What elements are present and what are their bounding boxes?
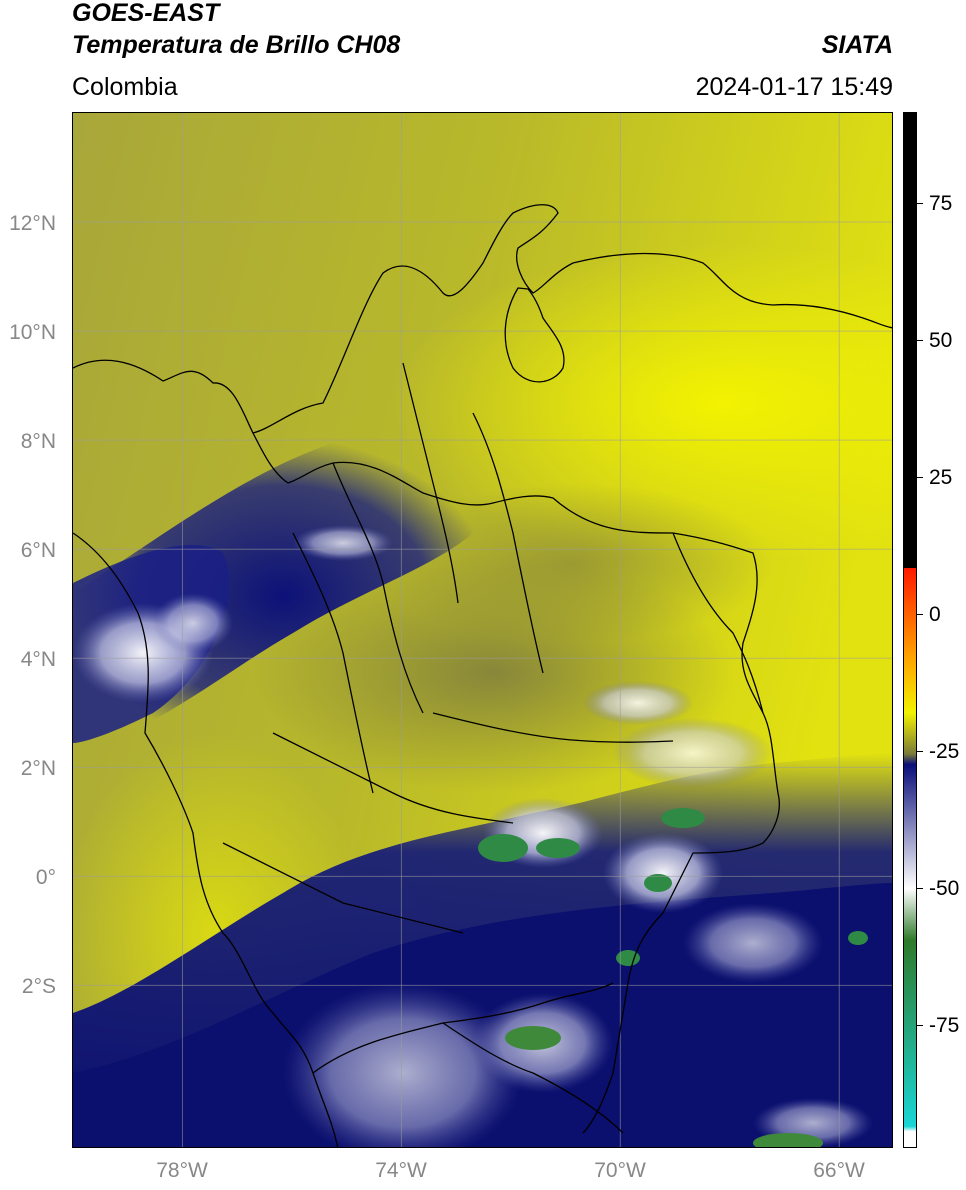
- graticule: [73, 113, 892, 1147]
- cold-top-green-7: [753, 1133, 823, 1147]
- lat-label-10n: 10°N: [9, 321, 56, 344]
- lat-label-0: 0°: [35, 866, 56, 889]
- colorbar-tick-minus25: [917, 751, 923, 752]
- cloud-amazon-3: [613, 718, 773, 788]
- cold-top-green-4: [644, 874, 672, 892]
- cold-top-green-8: [848, 931, 868, 945]
- colorbar-label-0: 0: [929, 603, 941, 626]
- temperature-colorbar: [903, 112, 917, 1148]
- lon-label-70w: 70°W: [594, 1159, 646, 1182]
- cold-top-green-2: [536, 838, 580, 858]
- cold-top-green-3: [661, 808, 705, 828]
- satellite-map[interactable]: [72, 112, 893, 1148]
- colorbar-tick-25: [917, 477, 923, 478]
- colombia-border: [252, 432, 780, 1134]
- venezuela-brazil-border: [672, 532, 764, 714]
- cloud-amazon-2: [603, 833, 723, 913]
- dept-border-7: [222, 842, 464, 934]
- cold-top-green-6: [505, 1026, 561, 1050]
- lake-maracaibo: [504, 287, 565, 383]
- lat-label-6n: 6°N: [20, 539, 56, 562]
- lat-label-2n: 2°N: [20, 757, 56, 780]
- cloud-south-1: [283, 983, 523, 1147]
- colorbar-tick-0: [917, 614, 923, 615]
- pacific-coast: [73, 532, 339, 1147]
- region-subtitle: Colombia: [72, 73, 178, 101]
- satellite-map-canvas: [73, 113, 892, 1147]
- lat-label-8n: 8°N: [20, 430, 56, 453]
- colorbar-tick-50: [917, 340, 923, 341]
- lat-label-2s: 2°S: [21, 975, 56, 998]
- cloud-orinoco: [583, 681, 693, 725]
- dept-border-5: [432, 712, 674, 743]
- warm-region: [393, 243, 892, 563]
- colorbar-label-50: 50: [929, 329, 953, 352]
- lat-label-12n: 12°N: [9, 212, 56, 235]
- lon-label-74w: 74°W: [375, 1159, 427, 1182]
- caribbean-coast: [73, 204, 892, 434]
- brand-label: SIATA: [821, 31, 893, 59]
- cold-top-green-5: [616, 950, 640, 966]
- colorbar-tick-75: [917, 203, 923, 204]
- dept-border-3: [292, 532, 374, 794]
- dept-border-1: [332, 462, 424, 714]
- peru-border: [442, 1022, 624, 1134]
- lon-label-78w: 78°W: [156, 1159, 208, 1182]
- colorbar-label-25: 25: [929, 466, 953, 489]
- cold-top-green-1: [478, 834, 528, 862]
- lat-label-4n: 4°N: [20, 648, 56, 671]
- colorbar-label-minus75: -75: [929, 1014, 960, 1037]
- boundaries: [73, 204, 892, 1147]
- colorbar-tick-minus50: [917, 888, 923, 889]
- cloud-top-central: [293, 525, 393, 561]
- cloud-top-west-2: [153, 593, 233, 653]
- colorbar-tick-minus75: [917, 1025, 923, 1026]
- ecuador-border: [312, 982, 614, 1074]
- chart-title-line-1: GOES-EAST: [72, 0, 220, 27]
- dept-border-2: [402, 362, 459, 604]
- colorbar-label-minus25: -25: [929, 740, 960, 763]
- cloud-amazon-4: [683, 903, 823, 983]
- colorbar-label-minus50: -50: [929, 877, 960, 900]
- colorbar-label-75: 75: [929, 192, 953, 215]
- dept-border-6: [272, 732, 514, 824]
- dept-border-4: [472, 412, 544, 674]
- chart-title-line-2: Temperatura de Brillo CH08: [72, 31, 401, 59]
- timestamp-label: 2024-01-17 15:49: [695, 73, 893, 101]
- lon-label-66w: 66°W: [813, 1159, 865, 1182]
